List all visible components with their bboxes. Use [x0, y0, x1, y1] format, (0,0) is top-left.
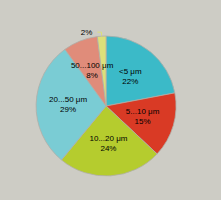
svg-text:22%: 22% — [122, 77, 138, 86]
svg-text:20...50 μm: 20...50 μm — [49, 95, 87, 104]
svg-text:5...10 μm: 5...10 μm — [126, 107, 160, 116]
svg-text:29%: 29% — [60, 105, 76, 114]
svg-text:15%: 15% — [135, 117, 151, 126]
svg-text:10...20 μm: 10...20 μm — [89, 134, 127, 143]
svg-text:<5 μm: <5 μm — [119, 67, 142, 76]
svg-text:2%: 2% — [81, 28, 93, 37]
svg-text:24%: 24% — [100, 144, 116, 153]
svg-text:50...100 μm: 50...100 μm — [71, 61, 114, 70]
svg-text:8%: 8% — [86, 71, 98, 80]
